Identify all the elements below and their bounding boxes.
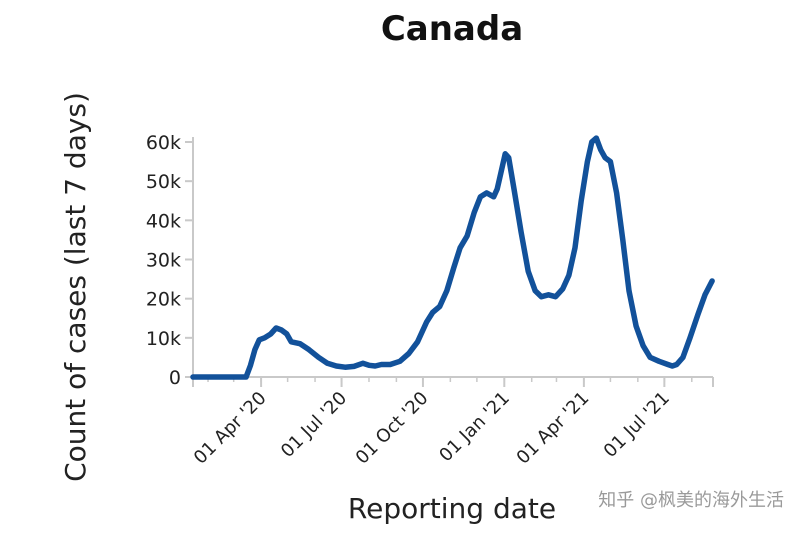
x-tick-label: 01 Jan '21 [435, 388, 513, 466]
y-tick-label: 0 [169, 367, 181, 389]
x-tick-label: 01 Jul '20 [277, 388, 351, 462]
chart-title: Canada [381, 9, 523, 49]
x-tick-label: 01 Oct '20 [352, 388, 433, 469]
y-axis: 0 10k 20k 30k 40k 50k 60k [146, 132, 194, 389]
x-tick-label: 01 Jul '21 [600, 388, 674, 462]
y-tick-label: 10k [146, 328, 181, 350]
x-tick-label: 01 Apr '21 [513, 388, 594, 469]
x-axis-label: Reporting date [348, 492, 556, 525]
y-tick-label: 40k [146, 210, 181, 232]
series-line-cases [190, 135, 715, 380]
x-tick-label: 01 Apr '20 [190, 388, 271, 469]
watermark-text: 知乎 @枫美的海外生活 [598, 490, 784, 511]
y-axis-label: Count of cases (last 7 days) [59, 92, 92, 482]
y-tick-label: 20k [146, 289, 181, 311]
y-tick-label: 50k [146, 171, 181, 193]
x-axis: 01 Apr '20 01 Jul '20 01 Oct '20 01 Jan '21… [190, 376, 714, 469]
y-tick-label: 60k [146, 132, 181, 154]
y-tick-label: 30k [146, 250, 181, 272]
